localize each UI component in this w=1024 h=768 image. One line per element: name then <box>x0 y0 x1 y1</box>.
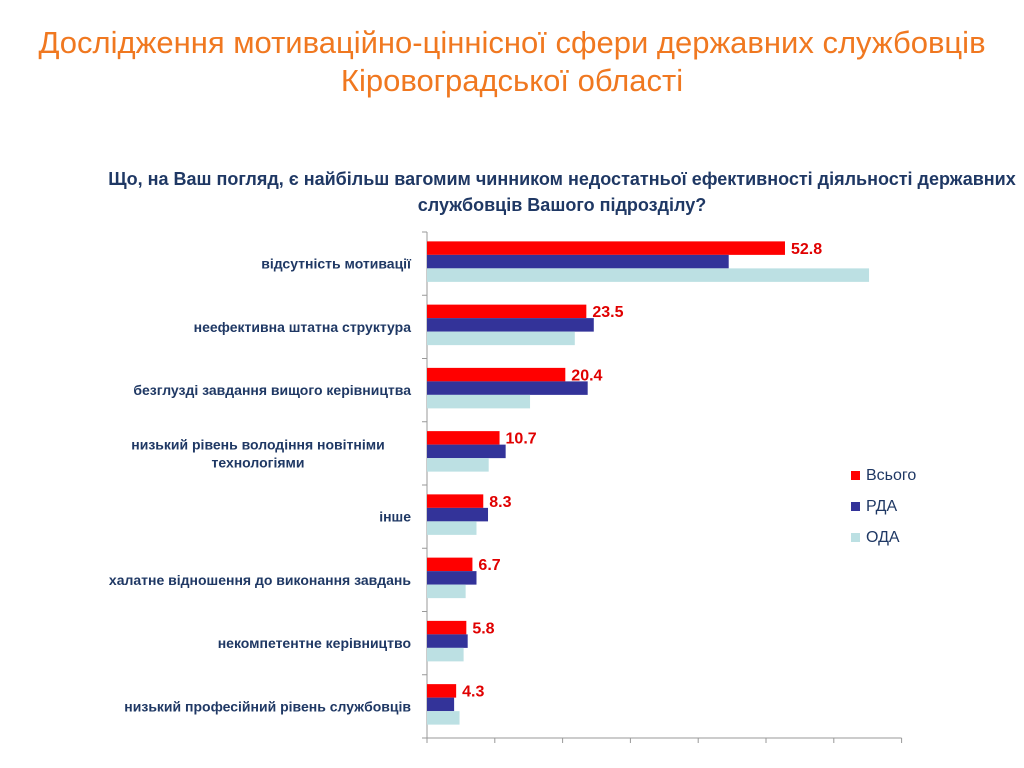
data-label: 23.5 <box>592 304 623 321</box>
legend-swatch <box>851 471 860 480</box>
bar <box>427 367 566 382</box>
bar <box>427 620 467 635</box>
bar <box>427 571 477 585</box>
bar <box>427 521 477 535</box>
data-label: 8.3 <box>489 494 511 511</box>
legend-label: РДА <box>866 498 897 515</box>
category-label: безглузді завдання вищого керівництва <box>133 382 411 398</box>
data-label: 10.7 <box>506 431 537 448</box>
legend-label: Всього <box>866 467 916 484</box>
data-label: 4.3 <box>462 684 484 701</box>
bar <box>427 557 473 572</box>
bar <box>427 711 460 725</box>
bar <box>427 381 588 395</box>
bar <box>427 634 468 648</box>
bar <box>427 697 455 712</box>
bar <box>427 318 594 332</box>
bar <box>427 431 500 445</box>
bar <box>427 584 466 599</box>
data-label: 52.8 <box>791 241 822 258</box>
category-label: інше <box>379 509 411 525</box>
data-label: 20.4 <box>571 367 602 384</box>
bar <box>427 684 457 698</box>
legend-swatch <box>851 502 860 511</box>
bar <box>427 304 587 319</box>
bar <box>427 268 870 282</box>
bar <box>427 647 464 662</box>
slide-title: Дослідження мотиваційно-ціннісної сфери … <box>38 25 986 98</box>
bar <box>427 241 785 255</box>
category-label-line: низький рівень володіння новітніми <box>131 436 384 452</box>
category-label: некомпетентне керівництво <box>218 635 411 651</box>
category-label: низький рівень володіння новітніми технол… <box>131 436 384 470</box>
legend-label: ОДА <box>866 529 900 546</box>
category-label: неефективна штатна структура <box>194 319 412 335</box>
category-label: низький професійний рівень службовців <box>124 698 411 714</box>
bar <box>427 331 575 346</box>
category-label: халатне відношення до виконання завдань <box>109 572 411 588</box>
bar <box>427 254 729 269</box>
bar <box>427 458 489 472</box>
data-label: 6.7 <box>478 557 500 574</box>
bar <box>427 394 531 409</box>
bar <box>427 494 484 508</box>
data-label: 5.8 <box>472 620 494 637</box>
chart-title: Що, на Ваш погляд, є найбільш вагомим чи… <box>108 169 1016 215</box>
bar <box>427 507 489 522</box>
category-label-line: технологіями <box>211 454 304 470</box>
bar <box>427 444 506 459</box>
legend-swatch <box>851 533 860 542</box>
category-label: відсутність мотивації <box>261 256 412 272</box>
